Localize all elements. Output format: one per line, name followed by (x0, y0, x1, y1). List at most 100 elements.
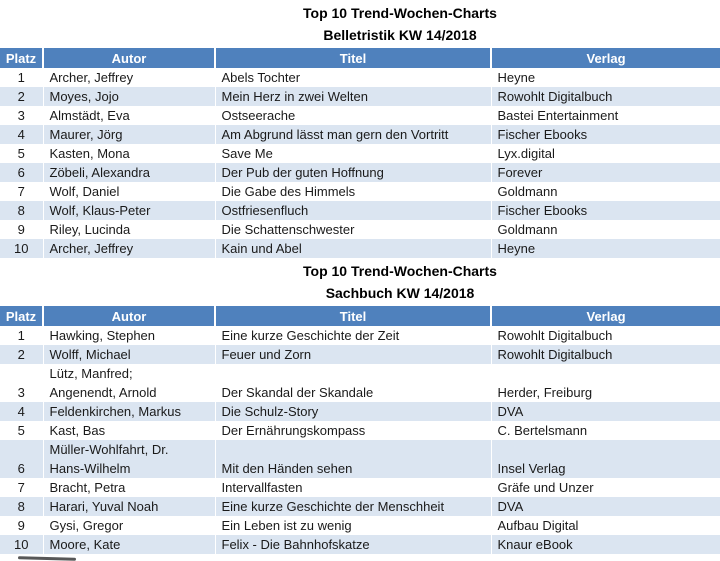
cell-titel: Abels Tochter (215, 68, 492, 87)
cell-verlag: Heyne (491, 239, 720, 258)
cell-verlag: Goldmann (497, 222, 558, 237)
cell-titel: Intervallfasten (215, 478, 492, 497)
header-row: Platz Autor Titel Verlag (0, 48, 720, 68)
cell-autor: Archer, Jeffrey (43, 239, 216, 258)
cell-autor: Maurer, Jörg (43, 125, 216, 144)
table-row: 10 Archer, Jeffrey Kain und Abel Heyne (0, 239, 720, 258)
cell-platz: 1 (0, 68, 44, 87)
cell-autor: Kasten, Mona (43, 144, 216, 163)
table-row: 1 Hawking, Stephen Eine kurze Geschichte d… (0, 326, 720, 345)
cell-verlag: C. Bertelsmann (497, 423, 588, 438)
cell-autor: Gysi, Gregor (43, 516, 216, 535)
cell-autor: Müller-Wohlfahrt, Dr. Hans-Wilhelm (43, 440, 216, 478)
cell-verlag: Goldmann (497, 184, 558, 199)
table-row: 6 Müller-Wohlfahrt, Dr. Hans-Wilhelm Mit d… (0, 440, 720, 478)
cell-platz: 7 (0, 182, 44, 201)
table-row: 8 Wolf, Klaus-Peter Ostfriesenfluch Fischer… (0, 201, 720, 220)
section-belletristik: Top 10 Trend-Wochen-Charts Belletristik … (0, 0, 720, 258)
table-row: 1 Archer, Jeffrey Abels Tochter Heyne (0, 68, 720, 87)
cell-titel: Die Schattenschwester (215, 220, 492, 239)
cell-verlag: Herder, Freiburg (497, 385, 593, 400)
column-header-titel: Titel (215, 48, 492, 68)
cell-verlag: Rowohlt Digitalbuch (491, 87, 720, 106)
cell-autor: Lütz, Manfred; Angenendt, Arnold (43, 364, 216, 402)
cell-autor: Feldenkirchen, Markus (43, 402, 216, 421)
table-row: 10 Moore, Kate Felix - Die Bahnhofskatze Kn… (0, 535, 720, 554)
column-header-verlag: Verlag (491, 306, 720, 326)
section-title-line1: Top 10 Trend-Wochen-Charts (303, 5, 497, 21)
table-row: 9 Riley, Lucinda Die Schattenschwester Gold… (0, 220, 720, 239)
cell-verlag: Forever (491, 163, 720, 182)
table-row: 4 Maurer, Jörg Am Abgrund lässt man gern d… (0, 125, 720, 144)
cell-titel: Felix - Die Bahnhofskatze (215, 535, 492, 554)
cell-autor: Archer, Jeffrey (43, 68, 216, 87)
cell-verlag: DVA (491, 497, 720, 516)
cell-verlag: Bastei Entertainment (497, 108, 619, 123)
cell-platz: 5 (0, 144, 44, 163)
table-row: 4 Feldenkirchen, Markus Die Schulz-Story DV… (0, 402, 720, 421)
cell-platz: 6 (0, 440, 44, 478)
cell-verlag: Lyx.digital (497, 146, 555, 161)
cell-autor: Wolf, Daniel (43, 182, 216, 201)
cell-platz: 7 (0, 478, 44, 497)
cell-autor: Almstädt, Eva (43, 106, 216, 125)
cell-autor: Bracht, Petra (43, 478, 216, 497)
section-title-line2: Belletristik KW 14/2018 (323, 27, 477, 43)
column-header-verlag: Verlag (491, 48, 720, 68)
cell-verlag: Gräfe und Unzer (497, 480, 594, 495)
cell-autor: Wolff, Michael (43, 345, 216, 364)
section-title-line1: Top 10 Trend-Wochen-Charts (303, 263, 497, 279)
table-row: 5 Kasten, Mona Save Me Lyx.digital (0, 144, 720, 163)
section-sachbuch: Top 10 Trend-Wochen-Charts Sachbuch KW 1… (0, 258, 720, 554)
table-row: 3 Almstädt, Eva Ostseerache Bastei Entertai… (0, 106, 720, 125)
cell-platz: 8 (0, 497, 44, 516)
cell-autor: Kast, Bas (43, 421, 216, 440)
cell-platz: 3 (0, 364, 44, 402)
table-row: 7 Bracht, Petra Intervallfasten Gräfe und U… (0, 478, 720, 497)
chart-table-belletristik: Platz Autor Titel Verlag 1 Archer, Jeffre… (0, 48, 720, 258)
cell-titel: Ostseerache (215, 106, 492, 125)
cell-autor: Harari, Yuval Noah (43, 497, 216, 516)
cell-titel: Feuer und Zorn (215, 345, 492, 364)
column-header-autor: Autor (43, 306, 216, 326)
cell-autor: Moore, Kate (43, 535, 216, 554)
cell-titel: Am Abgrund lässt man gern den Vortritt (215, 125, 492, 144)
table-row: 3 Lütz, Manfred; Angenendt, Arnold Der Ska… (0, 364, 720, 402)
table-row: 7 Wolf, Daniel Die Gabe des Himmels Goldman… (0, 182, 720, 201)
column-header-platz: Platz (0, 48, 44, 68)
cell-verlag: Rowohlt Digitalbuch (497, 328, 613, 343)
cell-titel: Der Skandal der Skandale (215, 364, 492, 402)
cell-titel: Eine kurze Geschichte der Menschheit (215, 497, 492, 516)
cell-titel: Der Ernährungskompass (215, 421, 492, 440)
cell-verlag: Aufbau Digital (497, 518, 579, 533)
table-row: 2 Moyes, Jojo Mein Herz in zwei Welten Rowo… (0, 87, 720, 106)
cell-platz: 10 (0, 535, 44, 554)
column-header-autor: Autor (43, 48, 216, 68)
cell-verlag: Knaur eBook (491, 535, 720, 554)
cell-platz: 2 (0, 345, 44, 364)
cell-titel: Ein Leben ist zu wenig (215, 516, 492, 535)
cell-titel: Die Gabe des Himmels (215, 182, 492, 201)
cell-autor: Zöbeli, Alexandra (43, 163, 216, 182)
cell-platz: 3 (0, 106, 44, 125)
column-header-platz: Platz (0, 306, 44, 326)
cell-platz: 9 (0, 516, 44, 535)
cell-titel: Mit den Händen sehen (215, 440, 492, 478)
cell-platz: 1 (0, 326, 44, 345)
cell-titel: Ostfriesenfluch (215, 201, 492, 220)
cell-platz: 4 (0, 402, 44, 421)
section-title-line2: Sachbuch KW 14/2018 (325, 285, 475, 301)
cell-autor: Hawking, Stephen (43, 326, 216, 345)
cell-verlag: Heyne (497, 70, 536, 85)
cell-platz: 9 (0, 220, 44, 239)
cell-titel: Die Schulz-Story (215, 402, 492, 421)
cell-verlag: Insel Verlag (491, 440, 720, 478)
cell-titel: Eine kurze Geschichte der Zeit (215, 326, 492, 345)
cell-platz: 4 (0, 125, 44, 144)
cell-titel: Save Me (215, 144, 492, 163)
table-row: 2 Wolff, Michael Feuer und Zorn Rowohlt Dig… (0, 345, 720, 364)
cell-platz: 6 (0, 163, 44, 182)
header-row: Platz Autor Titel Verlag (0, 306, 720, 326)
table-row: 5 Kast, Bas Der Ernährungskompass C. Bertel… (0, 421, 720, 440)
